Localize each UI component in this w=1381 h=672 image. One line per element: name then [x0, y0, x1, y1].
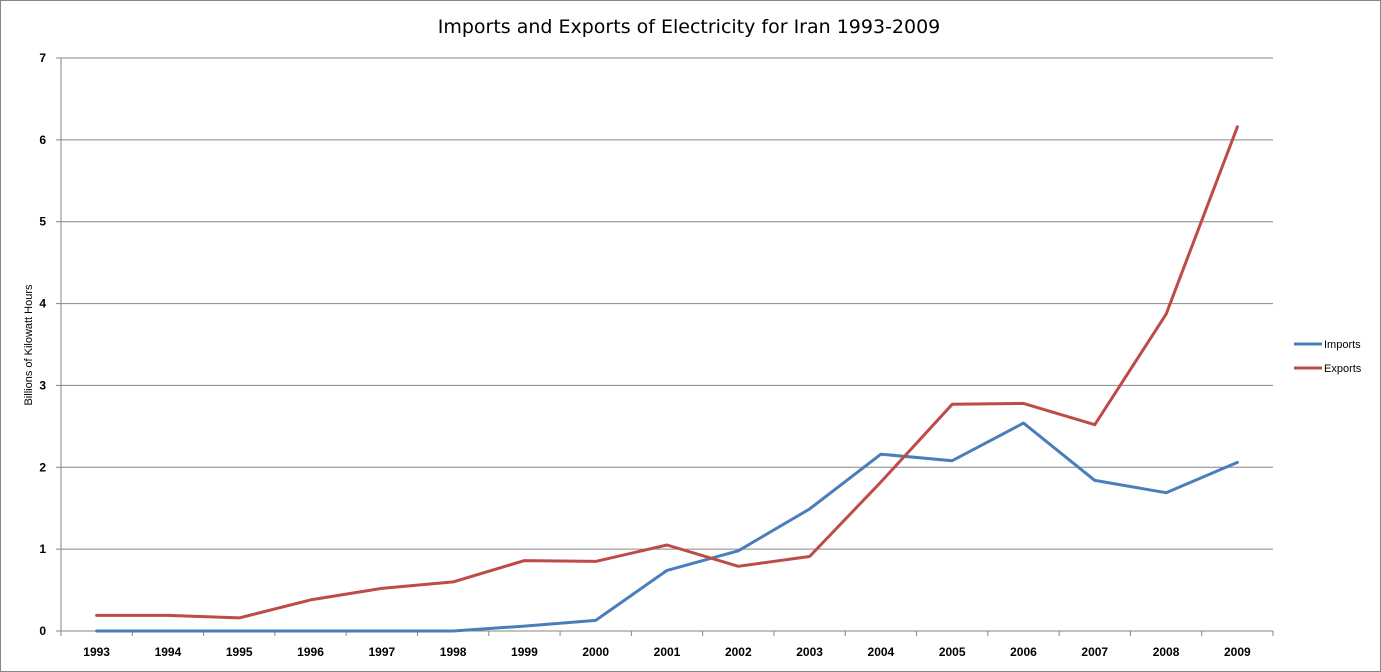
x-tick-label: 2002 [725, 645, 752, 659]
series-line-imports [95, 421, 1239, 633]
legend-label-exports: Exports [1324, 363, 1362, 375]
y-tick-label: 5 [39, 215, 46, 229]
x-tick-label: 1993 [83, 645, 110, 659]
x-tick-label: 2009 [1224, 645, 1251, 659]
x-tick-label: 2003 [796, 645, 823, 659]
y-tick-label: 0 [39, 624, 46, 638]
y-tick-label: 1 [39, 542, 46, 556]
y-tick-label: 2 [39, 460, 46, 474]
legend: Imports Exports [1294, 339, 1362, 375]
x-tick-label: 2007 [1081, 645, 1108, 659]
y-tick-labels: 0 1 2 3 4 5 6 7 [39, 51, 46, 638]
x-tick-labels: 1993 1994 1995 1996 1997 1998 1999 2000 2001 2002… [83, 645, 1251, 659]
gridlines [61, 57, 1273, 550]
x-tick-label: 2004 [868, 645, 895, 659]
x-tick-label: 1994 [155, 645, 182, 659]
x-tick-label: 2008 [1153, 645, 1180, 659]
y-tick-label: 7 [39, 51, 46, 65]
y-tick-label: 6 [39, 133, 46, 147]
series-lines [95, 125, 1239, 633]
x-tick-label: 2000 [582, 645, 609, 659]
y-tick-label: 4 [39, 297, 46, 311]
series-line-exports [95, 125, 1239, 620]
chart-title: Imports and Exports of Electricity for I… [438, 16, 941, 38]
y-axis-label: Billions of Kilowatt Hours [23, 284, 35, 406]
x-tick-label: 1998 [440, 645, 467, 659]
x-tick-label: 1995 [226, 645, 253, 659]
x-tick-label: 1997 [368, 645, 395, 659]
x-tick-label: 1996 [297, 645, 324, 659]
legend-label-imports: Imports [1324, 339, 1361, 351]
x-tick-label: 2001 [654, 645, 681, 659]
y-tick-label: 3 [39, 378, 46, 392]
x-tick-label: 2006 [1010, 645, 1037, 659]
x-tick-label: 2005 [939, 645, 966, 659]
x-tick-label: 1999 [511, 645, 538, 659]
